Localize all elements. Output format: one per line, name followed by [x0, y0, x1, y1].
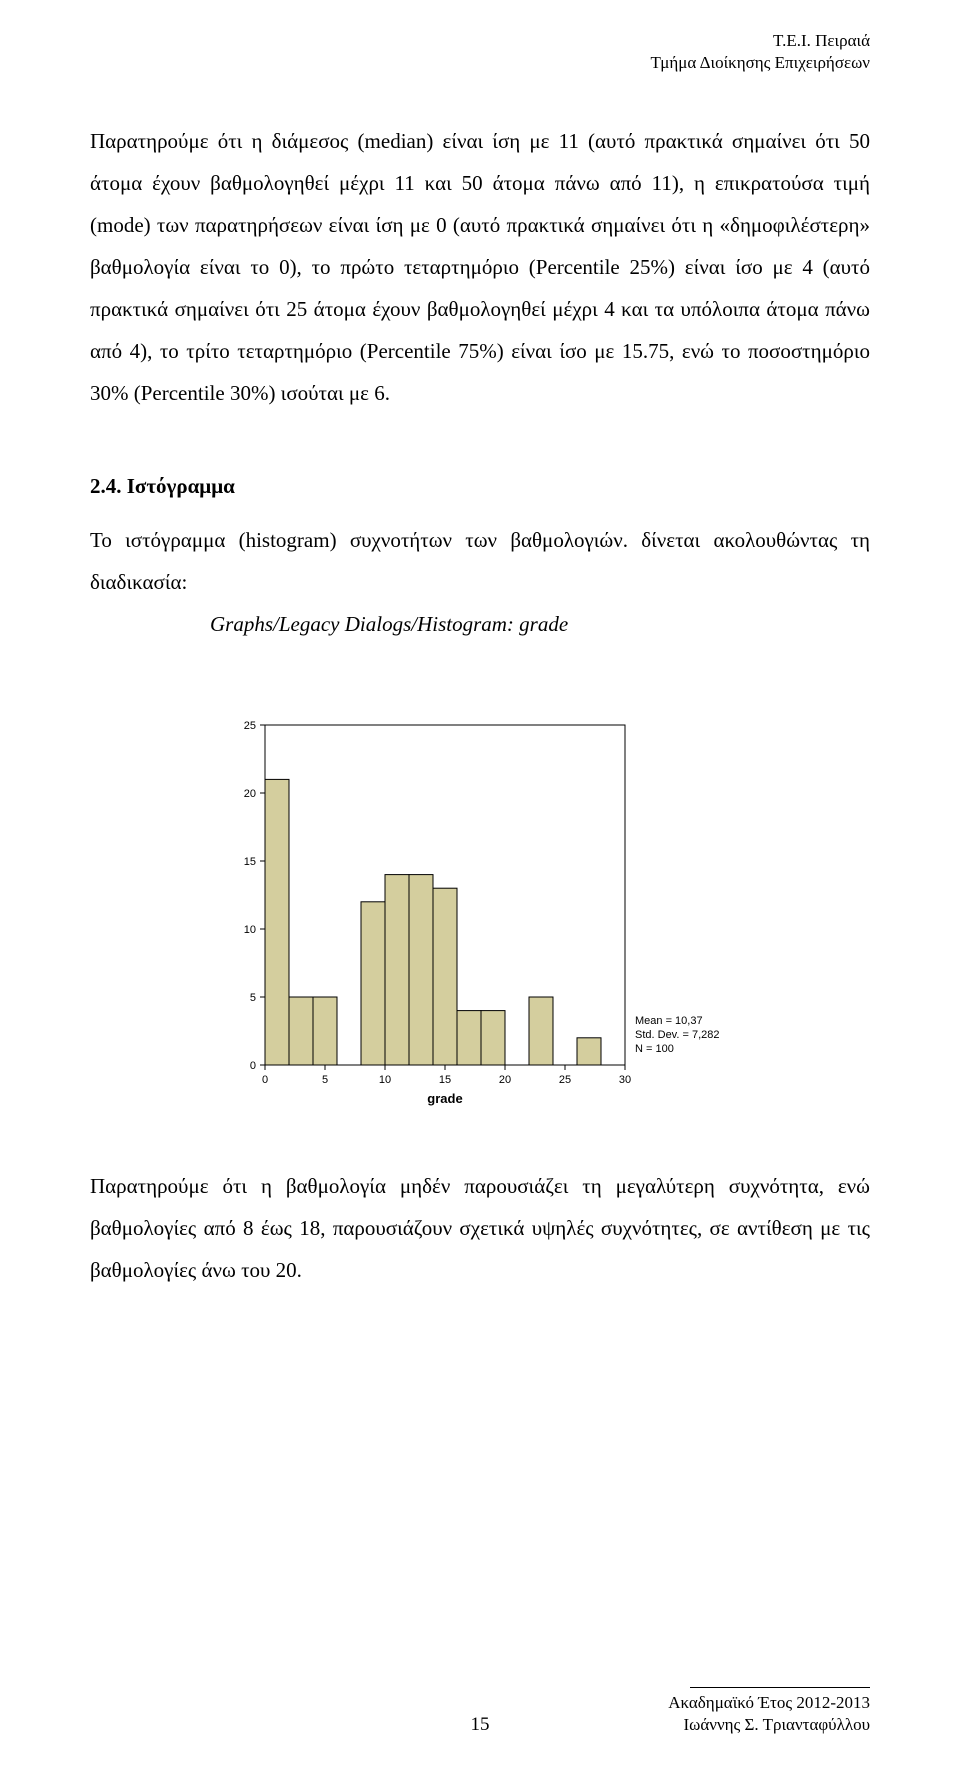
svg-text:N = 100: N = 100 [635, 1043, 674, 1055]
svg-text:Std. Dev. = 7,282: Std. Dev. = 7,282 [635, 1029, 720, 1041]
histogram-chart: 0 5 10 15 20 25 0 5 10 15 20 25 30 grade Mean = 10,37 S… [210, 705, 750, 1125]
svg-text:grade: grade [427, 1091, 462, 1106]
header-institution: Τ.Ε.Ι. Πειραιά Τμήμα Διοίκησης Επιχειρήσ… [650, 30, 870, 74]
svg-text:10: 10 [244, 924, 256, 936]
page: Τ.Ε.Ι. Πειραιά Τμήμα Διοίκησης Επιχειρήσ… [0, 0, 960, 1766]
footer-year: Ακαδημαϊκό Έτος 2012-2013 [90, 1692, 870, 1714]
menu-path: Graphs/Legacy Dialogs/Histogram: grade [210, 603, 870, 645]
paragraph-3: Παρατηρούμε ότι η βαθμολογία μηδέν παρου… [90, 1165, 870, 1291]
section-heading: 2.4. Ιστόγραμμα [90, 474, 870, 499]
page-footer: Ακαδημαϊκό Έτος 2012-2013 Ιωάννης Σ. Τρι… [90, 1687, 870, 1736]
svg-text:10: 10 [379, 1074, 391, 1086]
svg-text:30: 30 [619, 1074, 631, 1086]
footer-rule [690, 1687, 870, 1688]
svg-text:25: 25 [559, 1074, 571, 1086]
paragraph-1: Παρατηρούμε ότι η διάμεσος (median) είνα… [90, 120, 870, 414]
svg-text:5: 5 [250, 992, 256, 1004]
svg-text:15: 15 [439, 1074, 451, 1086]
svg-text:20: 20 [499, 1074, 511, 1086]
svg-text:20: 20 [244, 788, 256, 800]
header-line1: Τ.Ε.Ι. Πειραιά [650, 30, 870, 52]
svg-text:15: 15 [244, 856, 256, 868]
histogram-svg: 0 5 10 15 20 25 0 5 10 15 20 25 30 grade Mean = 10,37 S… [210, 705, 750, 1125]
paragraph-2: Το ιστόγραμμα (histogram) συχνοτήτων των… [90, 519, 870, 603]
svg-text:25: 25 [244, 720, 256, 732]
svg-text:5: 5 [322, 1074, 328, 1086]
svg-text:0: 0 [262, 1074, 268, 1086]
page-number: 15 [471, 1714, 490, 1736]
svg-text:Mean = 10,37: Mean = 10,37 [635, 1015, 703, 1027]
svg-text:0: 0 [250, 1060, 256, 1072]
header-line2: Τμήμα Διοίκησης Επιχειρήσεων [650, 52, 870, 74]
